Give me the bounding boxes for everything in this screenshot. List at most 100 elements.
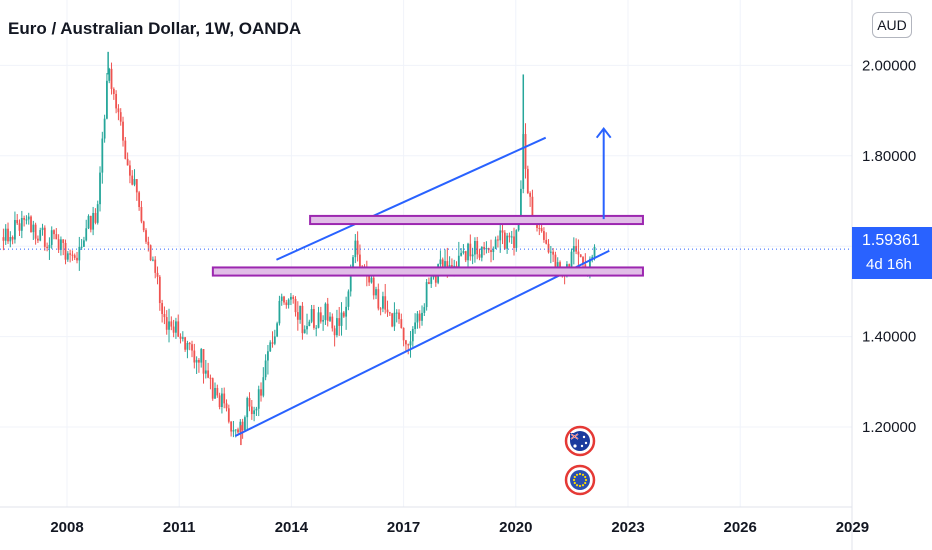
candle-body: [400, 319, 403, 328]
candle-body: [69, 253, 72, 255]
candle-body: [225, 403, 228, 409]
time-tick-label: 2014: [275, 519, 309, 536]
eu-star: [578, 484, 582, 488]
candle-body: [207, 370, 210, 378]
candle-body: [147, 241, 150, 246]
candle-body: [216, 387, 219, 396]
candle-body: [96, 204, 99, 223]
candle-body: [478, 254, 481, 258]
candle-body: [78, 246, 81, 261]
candle-body: [326, 303, 329, 321]
eu-flag-icon[interactable]: [564, 464, 596, 496]
eu-star: [581, 484, 585, 487]
trendline-1[interactable]: [276, 136, 547, 261]
candle-body: [193, 350, 196, 363]
candle-body: [195, 359, 198, 363]
candle-body: [391, 313, 394, 327]
candle-body: [333, 328, 336, 336]
candle-body: [340, 312, 343, 326]
candle-body: [124, 140, 127, 159]
candle-body: [354, 240, 357, 258]
candle-body: [402, 327, 405, 341]
candle-body: [464, 251, 467, 261]
candle-body: [23, 217, 26, 220]
trendline-0[interactable]: [234, 249, 610, 437]
candle-body: [471, 254, 474, 257]
candle-body: [175, 321, 177, 333]
candle-body: [474, 241, 476, 255]
candle-body: [448, 265, 451, 267]
drawings[interactable]: [211, 127, 644, 437]
resistance-support-zone-2[interactable]: [309, 214, 644, 226]
candle-body: [103, 118, 106, 139]
candle-body: [572, 246, 575, 252]
candle-body: [122, 121, 124, 141]
candle-body: [234, 429, 237, 431]
resistance-support-zone-3[interactable]: [211, 266, 644, 277]
candle-body: [577, 251, 580, 255]
candle-body: [170, 321, 173, 327]
candle-body: [554, 254, 557, 270]
candle-body: [547, 243, 550, 253]
candle-body: [485, 248, 488, 250]
bar-countdown: 4d 16h: [866, 256, 912, 273]
candle-body: [499, 230, 502, 241]
candle-body: [145, 230, 147, 242]
candle-body: [388, 312, 391, 314]
candle-body: [64, 242, 67, 260]
currency-badge[interactable]: AUD: [872, 12, 912, 38]
candle-body: [191, 344, 193, 351]
candle-body: [285, 302, 288, 306]
candle-body: [253, 410, 256, 415]
candle-body: [324, 303, 327, 320]
candle-body: [214, 387, 216, 399]
candle-body: [94, 212, 97, 223]
candle-body: [411, 329, 414, 342]
candle-body: [398, 312, 400, 320]
candle-body: [99, 172, 101, 205]
candle-body: [223, 393, 226, 404]
candle-body: [462, 251, 465, 253]
candle-body: [313, 309, 315, 328]
candle-body: [356, 240, 359, 255]
candle-body: [156, 272, 159, 277]
time-tick-label: 2008: [50, 519, 83, 536]
candle-body: [342, 312, 345, 317]
current-price-label: 1.59361 4d 16h: [852, 227, 932, 279]
candle-body: [244, 417, 246, 431]
candle-body: [232, 430, 235, 432]
candle-body: [384, 296, 387, 310]
time-axis[interactable]: 2008 2011 2014 2017 2020 2023 2026 2029: [50, 519, 869, 536]
eu-star: [575, 484, 579, 487]
candle-body: [287, 299, 290, 306]
gridlines: [0, 0, 853, 507]
candle-body: [520, 188, 522, 221]
candle-body: [418, 313, 421, 321]
candle-body: [508, 235, 511, 238]
candle-body: [129, 165, 131, 176]
candle-body: [294, 298, 297, 313]
chart-title: Euro / Australian Dollar, 1W, OANDA: [8, 19, 302, 38]
candle-body: [200, 349, 203, 363]
candle-body: [540, 228, 543, 232]
price-axis[interactable]: 2.00000 1.80000 1.40000 1.20000: [862, 57, 916, 436]
candle-body: [515, 230, 518, 248]
candle-body: [310, 309, 313, 322]
candle-body: [556, 262, 559, 270]
candle-body: [538, 227, 541, 229]
candle-body: [510, 236, 513, 238]
candle-body: [444, 261, 446, 267]
economic-events[interactable]: [564, 425, 596, 496]
candle-body: [434, 272, 437, 283]
candle-body: [221, 393, 223, 408]
candle-body: [2, 237, 5, 241]
candle-body: [138, 192, 141, 207]
candle-body: [379, 308, 382, 310]
candle-body: [428, 282, 430, 284]
candle-body: [331, 316, 334, 329]
australia-flag-icon[interactable]: [564, 425, 596, 457]
candle-body: [172, 326, 175, 333]
candle-body: [135, 179, 138, 193]
candle-body: [131, 175, 134, 185]
